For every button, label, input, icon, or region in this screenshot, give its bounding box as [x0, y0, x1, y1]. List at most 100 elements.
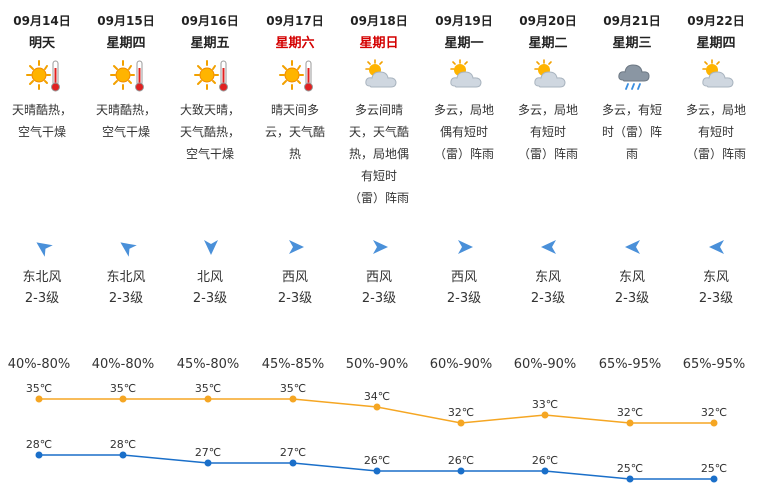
- humidity-range: 65%-95%: [682, 357, 746, 372]
- wind-level: 2-3级: [108, 291, 144, 306]
- forecast-day: 09月18日 星期日多云间晴天，天气酷热，局地偶有短时（雷）阵雨西风 2-3级: [337, 0, 421, 330]
- forecast-day: 09月20日 星期二 多云，局地有短时（雷）阵雨 东风 2-3级: [506, 0, 590, 330]
- high-temperature-point: [204, 395, 212, 403]
- low-temperature-label: 28℃: [110, 438, 136, 451]
- forecast-day: 09月16日 星期五大致天晴，天气酷热，空气干燥北风 2-3级: [168, 0, 252, 330]
- low-temperature-point: [710, 475, 718, 483]
- forecast-date: 09月19日: [435, 14, 493, 28]
- low-temperature-label: 27℃: [280, 446, 306, 459]
- forecast-date: 09月17日: [266, 14, 324, 28]
- high-temperature-point: [119, 395, 127, 403]
- high-temperature-label: 35℃: [110, 382, 136, 395]
- forecast-day: 09月22日 星期四多云，局地有短时（雷）阵雨东风 2-3级: [674, 0, 758, 330]
- wind-level: 2-3级: [361, 291, 397, 306]
- high-temperature-label: 35℃: [195, 382, 221, 395]
- wind-direction: 东北风: [106, 270, 146, 285]
- low-temperature-point: [626, 475, 634, 483]
- temperature-chart: 35℃ 35℃ 35℃ 35℃ 34℃ 32℃ 33℃ 32℃ 32℃ 28℃ 28℃ 27℃ 27℃ 2…: [26, 382, 727, 483]
- forecast-weekday: 明天: [28, 36, 55, 51]
- humidity-range: 50%-90%: [345, 357, 409, 372]
- wind-direction: 东风: [702, 270, 729, 285]
- humidity-range: 40%-80%: [7, 357, 71, 372]
- high-temperature-point: [710, 419, 718, 427]
- east-wind-arrow-icon: [538, 236, 560, 258]
- partly-cloudy-icon: [698, 56, 738, 96]
- forecast-day: 09月21日 星期三 多云，有短时（雷）阵雨 东风 2-3级: [590, 0, 674, 330]
- forecast-date: 09月20日: [519, 14, 577, 28]
- forecast-weekday: 星期四: [106, 36, 146, 51]
- forecast-day: 09月15日 星期四 天晴酷热，空气干燥 东北风 2-3级: [84, 0, 168, 330]
- partly-cloudy-icon: [361, 56, 401, 96]
- forecast-date: 09月18日: [350, 14, 408, 28]
- high-temperature-point: [457, 419, 465, 427]
- high-temperature-label: 32℃: [701, 406, 727, 419]
- low-temperature-label: 25℃: [617, 462, 643, 475]
- wind-direction: 西风: [365, 270, 392, 285]
- wind-direction: 西风: [450, 270, 477, 285]
- low-temperature-label: 27℃: [195, 446, 221, 459]
- weather-description: 多云，局地有短时（雷）阵雨: [686, 103, 747, 161]
- humidity-range: 60%-90%: [429, 357, 493, 372]
- west-wind-arrow-icon: [285, 236, 307, 258]
- high-temperature-label: 32℃: [448, 406, 474, 419]
- low-temperature-label: 26℃: [448, 454, 474, 467]
- high-temperature-label: 35℃: [280, 382, 306, 395]
- low-temperature-point: [289, 459, 297, 467]
- wind-level: 2-3级: [277, 291, 313, 306]
- forecast-day: 09月17日 星期六晴天间多云，天气酷热西风 2-3级: [253, 0, 337, 330]
- weather-description: 多云，局地有短时（雷）阵雨: [518, 103, 579, 161]
- low-temperature-point: [373, 467, 381, 475]
- high-temperature-label: 34℃: [364, 390, 390, 403]
- wind-direction: 东风: [534, 270, 561, 285]
- forecast-day: 09月19日 星期一 多云，局地偶有短时（雷）阵雨 西风 2-3级: [422, 0, 506, 330]
- wind-level: 2-3级: [614, 291, 650, 306]
- forecast-date: 09月21日: [603, 14, 661, 28]
- weather-description: 天晴酷热，空气干燥: [96, 103, 157, 139]
- forecast-date: 09月16日: [181, 14, 239, 28]
- northeast-wind-arrow-icon: [116, 236, 138, 258]
- weather-description: 晴天间多云，天气酷热: [265, 103, 326, 161]
- forecast-day: 09月14日 明天 天晴酷热，空气干燥 东北风 2-3级: [0, 0, 84, 330]
- partly-cloudy-icon: [446, 56, 486, 96]
- low-temperature-label: 26℃: [532, 454, 558, 467]
- humidity-range: 40%-80%: [91, 357, 155, 372]
- west-wind-arrow-icon: [369, 236, 391, 258]
- weather-description: 大致天晴，天气酷热，空气干燥: [180, 103, 241, 161]
- humidity-range: 60%-90%: [513, 357, 577, 372]
- wind-level: 2-3级: [192, 291, 228, 306]
- humidity-range: 65%-95%: [598, 357, 662, 372]
- wind-direction: 西风: [281, 270, 308, 285]
- northeast-wind-arrow-icon: [32, 236, 54, 258]
- humidity-range: 45%-85%: [261, 357, 325, 372]
- high-temperature-label: 35℃: [26, 382, 52, 395]
- weather-description: 多云，有短时（雷）阵雨: [602, 103, 663, 161]
- wind-level: 2-3级: [24, 291, 60, 306]
- high-temperature-point: [373, 403, 381, 411]
- high-temperature-label: 32℃: [617, 406, 643, 419]
- cloudy-rain-icon: [614, 56, 654, 96]
- weather-description: 多云间晴天，天气酷热，局地偶有短时（雷）阵雨: [349, 103, 410, 205]
- sunny-hot-icon: [192, 56, 232, 96]
- low-temperature-point: [204, 459, 212, 467]
- low-temperature-point: [457, 467, 465, 475]
- forecast-weekday: 星期五: [190, 36, 230, 51]
- low-temperature-point: [35, 451, 43, 459]
- forecast-weekday: 星期六: [275, 36, 315, 51]
- wind-direction: 北风: [196, 270, 223, 285]
- forecast-weekday: 星期四: [696, 36, 736, 51]
- forecast-weekday: 星期三: [612, 36, 652, 51]
- forecast-weekday: 星期一: [444, 36, 484, 51]
- sunny-hot-icon: [108, 56, 148, 96]
- wind-level: 2-3级: [698, 291, 734, 306]
- west-wind-arrow-icon: [454, 236, 476, 258]
- high-temperature-label: 33℃: [532, 398, 558, 411]
- high-temperature-point: [35, 395, 43, 403]
- forecast-date: 09月22日: [687, 14, 745, 28]
- humidity-range: 45%-80%: [176, 357, 240, 372]
- sunny-hot-icon: [277, 56, 317, 96]
- forecast-weekday: 星期日: [359, 36, 399, 51]
- high-temperature-point: [289, 395, 297, 403]
- sunny-hot-icon: [24, 56, 64, 96]
- partly-cloudy-icon: [530, 56, 570, 96]
- low-temperature-label: 26℃: [364, 454, 390, 467]
